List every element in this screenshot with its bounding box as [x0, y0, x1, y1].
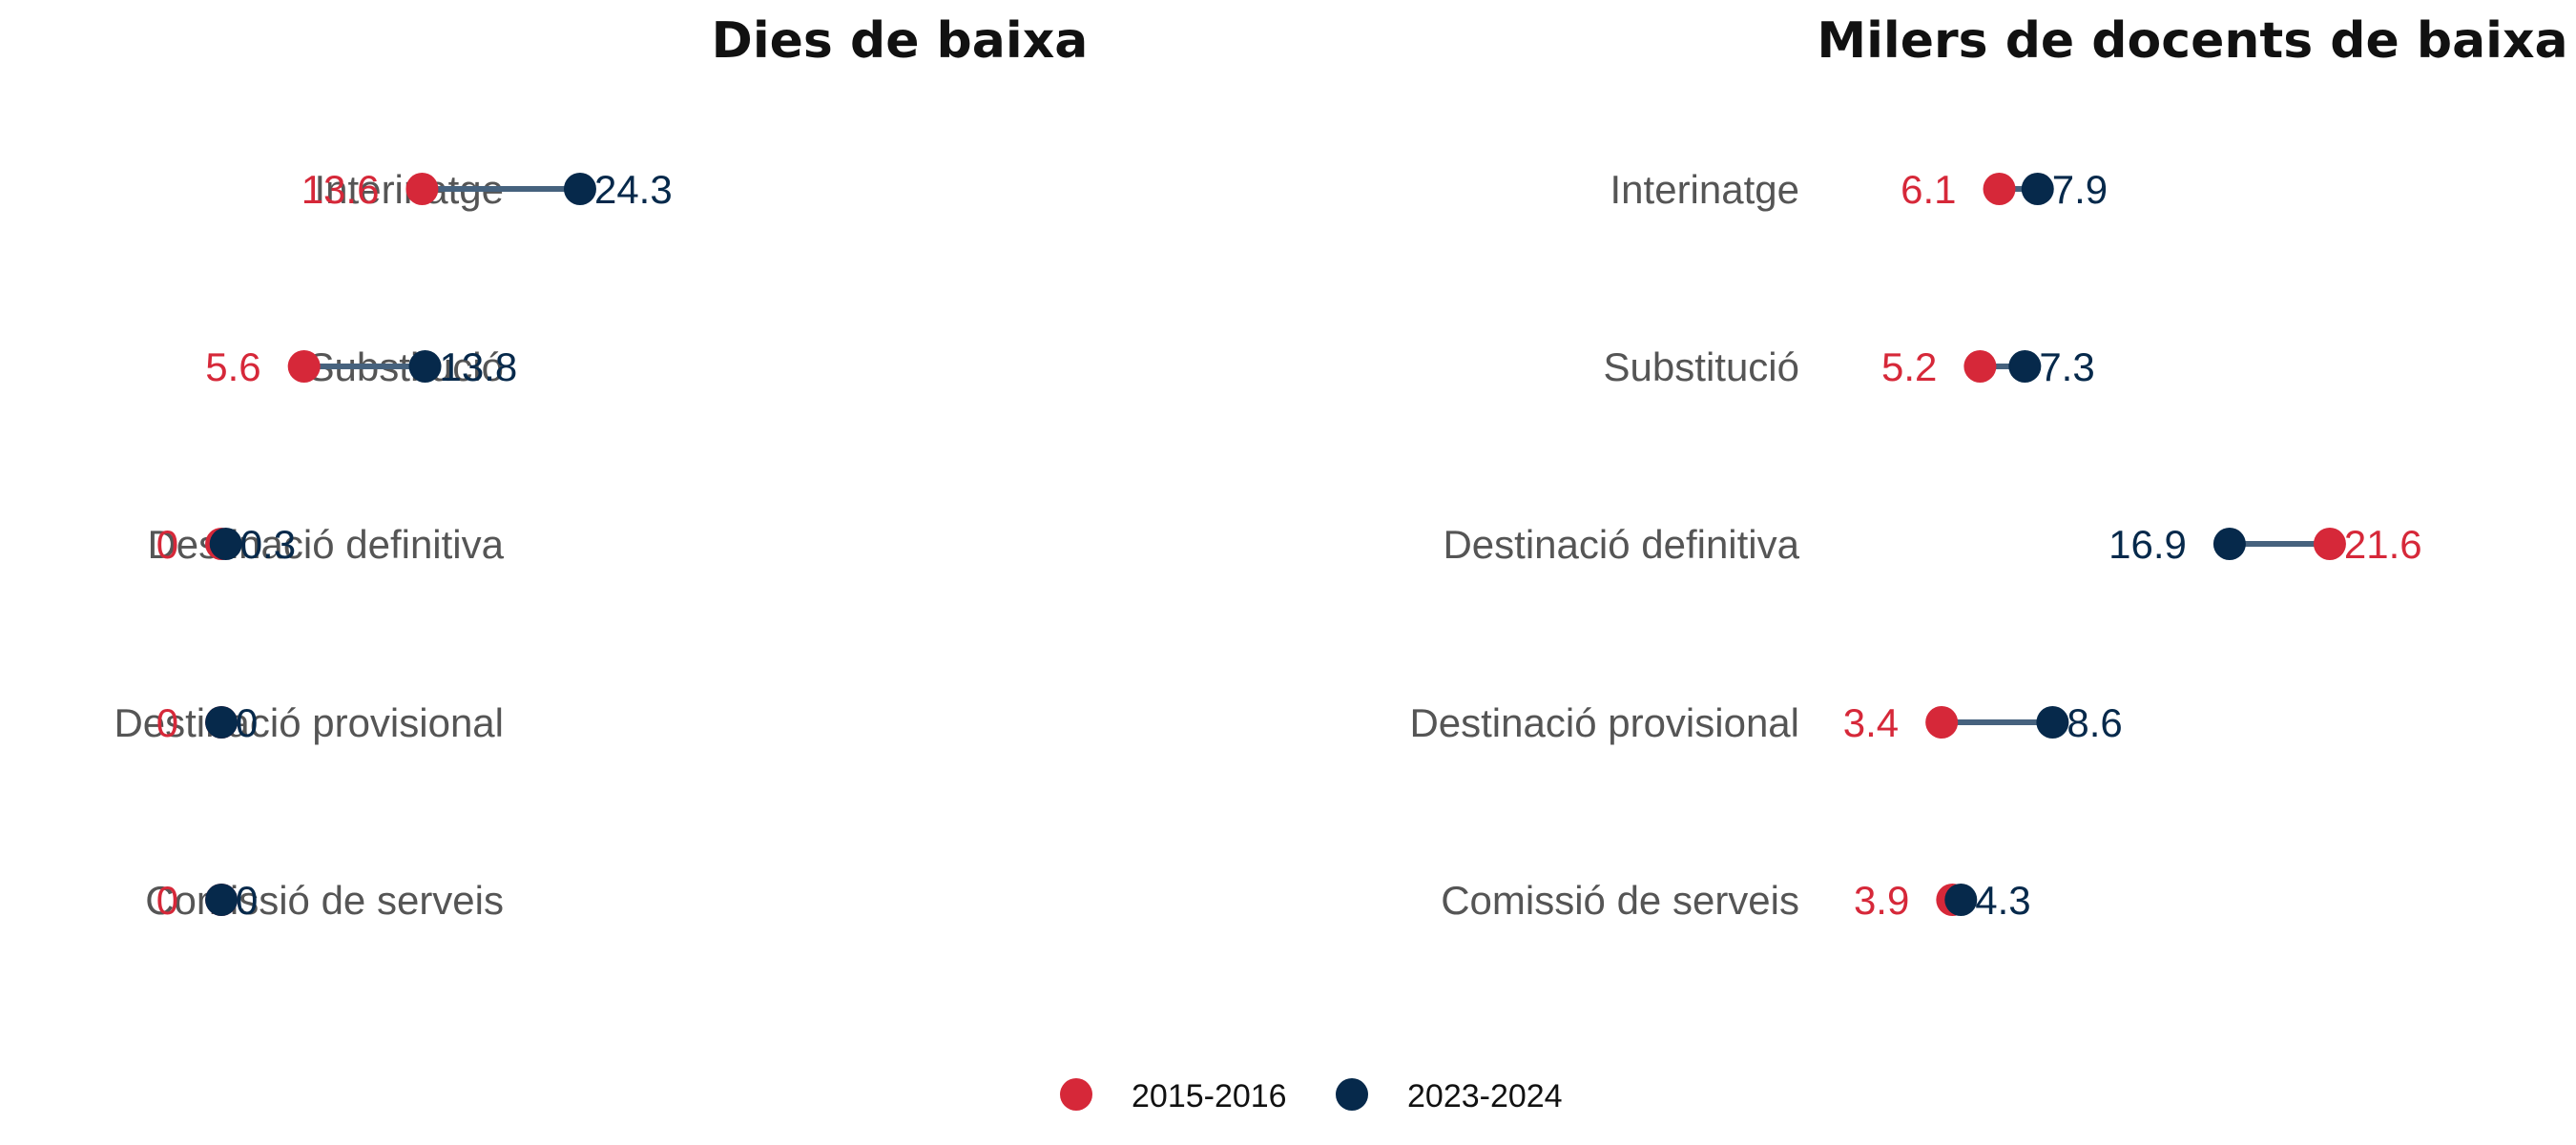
value-label-2023-2024: 24.3 — [594, 167, 673, 212]
value-label-2023-2024: 16.9 — [2109, 522, 2187, 567]
category-label: Comissió de serveis — [145, 878, 504, 923]
category-label: Substitució — [1604, 344, 1799, 389]
dot-2015-2016 — [1983, 173, 2016, 205]
value-label-2023-2024: 4.3 — [1975, 878, 2030, 923]
value-label-2023-2024: 13.8 — [440, 344, 518, 389]
value-label-2015-2016: 6.1 — [1901, 167, 1956, 212]
dot-2015-2016 — [1925, 706, 1959, 739]
dot-2023-2024 — [2021, 173, 2054, 205]
value-label-2015-2016: 3.9 — [1854, 878, 1909, 923]
legend-marker-2015-2016 — [1060, 1078, 1092, 1111]
dot-2015-2016 — [405, 173, 439, 205]
dot-2023-2024 — [205, 706, 239, 739]
value-label-2015-2016: 0 — [156, 522, 178, 567]
category-label: Comissió de serveis — [1441, 878, 1799, 923]
panel-dies-de-baixa: Interinatge13.624.3Substitució5.613.8Des… — [114, 167, 672, 923]
value-label-2015-2016: 13.6 — [301, 167, 380, 212]
value-label-2015-2016: 5.6 — [205, 344, 260, 389]
chart-title-left: Dies de baixa — [712, 12, 1089, 70]
value-label-2015-2016: 5.2 — [1881, 344, 1937, 389]
dot-2023-2024 — [408, 350, 442, 383]
value-label-2023-2024: 0 — [236, 878, 258, 923]
legend-marker-2023-2024 — [1336, 1078, 1368, 1111]
dot-2023-2024 — [2008, 350, 2042, 383]
value-label-2023-2024: 8.6 — [2067, 700, 2122, 745]
value-label-2015-2016: 0 — [156, 700, 178, 745]
dot-2015-2016 — [2313, 528, 2346, 560]
category-label: Destinació definitiva — [147, 522, 504, 567]
dot-2023-2024 — [2036, 706, 2069, 739]
category-label: Destinació provisional — [114, 700, 504, 745]
dot-2023-2024 — [563, 173, 596, 205]
value-label-2023-2024: 0 — [236, 700, 258, 745]
dot-2023-2024 — [209, 528, 242, 560]
category-label: Interinatge — [1610, 167, 1799, 212]
value-label-2015-2016: 0 — [156, 878, 178, 923]
dot-2023-2024 — [2212, 528, 2246, 560]
panel-milers-de-docents: Interinatge 6.1 7.9 Substitució 5.2 7.3 Destin… — [1409, 167, 2421, 923]
chart-title-right: Milers de docents de baixa — [1817, 12, 2567, 70]
value-label-2023-2024: 0.3 — [240, 522, 296, 567]
dot-2015-2016 — [1963, 350, 1997, 383]
category-label: Destinació definitiva — [1443, 522, 1799, 567]
value-label-2023-2024: 7.3 — [2039, 344, 2094, 389]
value-label-2015-2016: 3.4 — [1843, 700, 1899, 745]
dot-2015-2016 — [287, 350, 321, 383]
legend-label-2023-2024: 2023-2024 — [1407, 1078, 1563, 1114]
dot-2023-2024 — [205, 884, 239, 916]
value-label-2015-2016: 21.6 — [2344, 522, 2422, 567]
legend-label-2015-2016: 2015-2016 — [1132, 1078, 1287, 1114]
category-label: Destinació provisional — [1409, 700, 1799, 745]
dot-2023-2024 — [1944, 884, 1978, 916]
value-label-2023-2024: 7.9 — [2052, 167, 2108, 212]
legend: 2015-2016 2023-2024 — [1060, 1078, 1563, 1114]
